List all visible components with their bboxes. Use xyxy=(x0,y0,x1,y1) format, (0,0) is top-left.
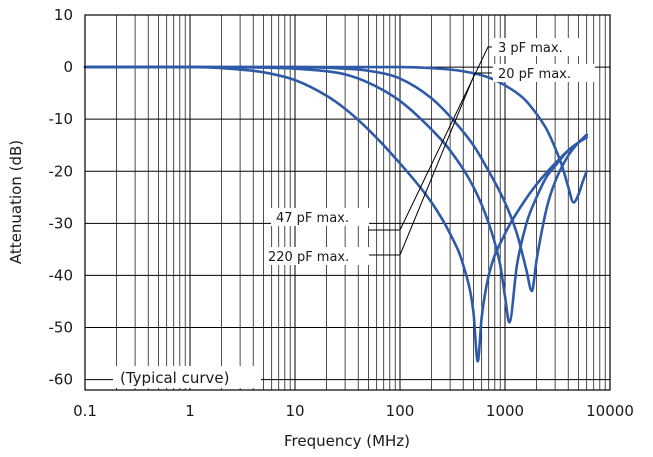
y-tick-labels: 10 0 -10 -20 -30 -40 -50 -60 xyxy=(49,6,74,389)
series-line-1 xyxy=(83,65,589,293)
label-20pf: 20 pF max. xyxy=(498,67,571,82)
label-20pf-bg xyxy=(493,64,595,82)
x-tick-labels: 0.1 1 10 100 1000 10000 xyxy=(73,402,634,420)
label-220pf-bg xyxy=(264,247,369,265)
x-axis-label: Frequency (MHz) xyxy=(284,432,410,450)
series-line-3 xyxy=(83,65,589,363)
x-tick-label: 1000 xyxy=(486,402,524,420)
y-tick-label: 10 xyxy=(54,6,73,24)
typical-curve-bg xyxy=(113,366,261,388)
label-220pf: 220 pF max. xyxy=(268,250,349,265)
y-tick-label: -10 xyxy=(49,110,74,128)
leader-3pf xyxy=(368,46,492,231)
label-47pf: 47 pF max. xyxy=(276,211,349,226)
y-tick-label: -40 xyxy=(49,266,74,284)
series-line-0 xyxy=(83,65,589,204)
x-tick-label: 1 xyxy=(185,402,195,420)
y-axis-label: Attenuation (dB) xyxy=(7,140,25,264)
y-tick-label: -20 xyxy=(49,162,74,180)
leader-20pf xyxy=(368,72,492,256)
plot-frame xyxy=(84,14,611,391)
y-tick-label: -60 xyxy=(49,371,74,389)
label-47pf-bg xyxy=(271,208,369,226)
x-tick-label: 10000 xyxy=(586,402,634,420)
x-tick-label: 0.1 xyxy=(73,402,97,420)
x-tick-label: 100 xyxy=(386,402,415,420)
label-3pf-bg xyxy=(493,38,581,56)
typical-curve-note: (Typical curve) xyxy=(120,369,230,387)
curves xyxy=(83,65,589,363)
y-tick-label: -30 xyxy=(49,214,74,232)
x-tick-label: 10 xyxy=(285,402,304,420)
label-3pf: 3 pF max. xyxy=(498,41,563,56)
series-line-2 xyxy=(83,65,589,324)
y-tick-label: -50 xyxy=(49,319,74,337)
y-tick-label: 0 xyxy=(63,58,73,76)
